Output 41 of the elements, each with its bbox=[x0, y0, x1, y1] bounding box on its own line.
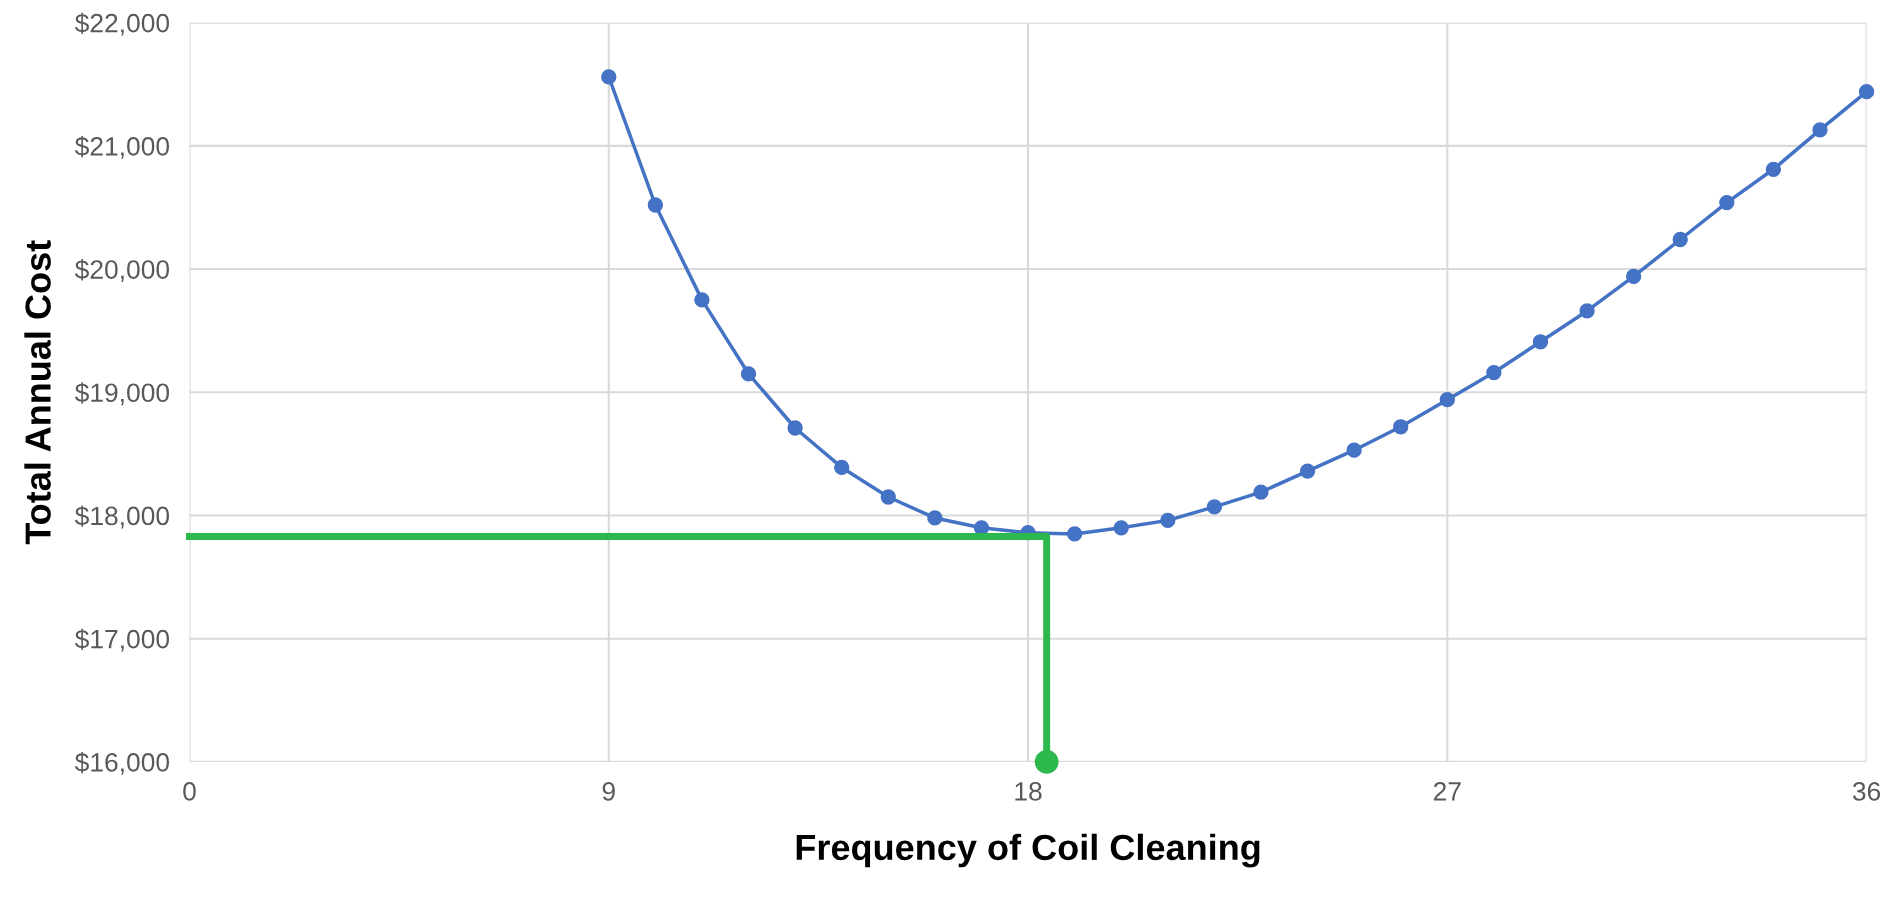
point bbox=[647, 197, 663, 213]
point bbox=[1858, 84, 1875, 100]
y-tick-label: $20,000 bbox=[74, 259, 170, 283]
point bbox=[1439, 392, 1455, 408]
point bbox=[1299, 463, 1316, 479]
point bbox=[1812, 122, 1828, 138]
y-tick-label: $22,000 bbox=[74, 12, 170, 36]
point bbox=[601, 69, 617, 85]
point bbox=[1532, 334, 1549, 350]
x-tick-label: 36 bbox=[1852, 782, 1881, 801]
point bbox=[1034, 749, 1059, 774]
point bbox=[1113, 520, 1129, 536]
point bbox=[1672, 231, 1688, 248]
point bbox=[1719, 194, 1735, 211]
point bbox=[1626, 268, 1642, 285]
y-tick-label: $18,000 bbox=[74, 505, 170, 529]
y-tick-label: $21,000 bbox=[74, 135, 170, 159]
point bbox=[694, 292, 710, 308]
x-axis-title: Frequency of Coil Cleaning bbox=[796, 833, 1260, 868]
y-tick-label: $16,000 bbox=[74, 751, 170, 775]
point bbox=[927, 510, 943, 526]
point bbox=[740, 366, 757, 382]
x-tick-label: 9 bbox=[602, 782, 615, 801]
point bbox=[1765, 161, 1782, 177]
point bbox=[1346, 442, 1362, 458]
point bbox=[834, 459, 850, 476]
point bbox=[1579, 303, 1595, 319]
x-tick-label: 27 bbox=[1433, 782, 1461, 801]
y-tick-label: $19,000 bbox=[74, 382, 170, 406]
point bbox=[1160, 512, 1176, 529]
point bbox=[1206, 499, 1223, 515]
point bbox=[787, 420, 803, 436]
point bbox=[880, 489, 896, 505]
x-tick-label: 18 bbox=[1015, 782, 1042, 801]
y-tick-label: $17,000 bbox=[74, 628, 170, 652]
x-tick-label: 0 bbox=[183, 782, 196, 801]
point bbox=[1253, 484, 1269, 500]
point bbox=[1393, 419, 1409, 435]
point bbox=[1066, 526, 1083, 542]
y-axis-title: Total Annual Cost bbox=[24, 240, 51, 545]
point bbox=[1486, 364, 1502, 381]
